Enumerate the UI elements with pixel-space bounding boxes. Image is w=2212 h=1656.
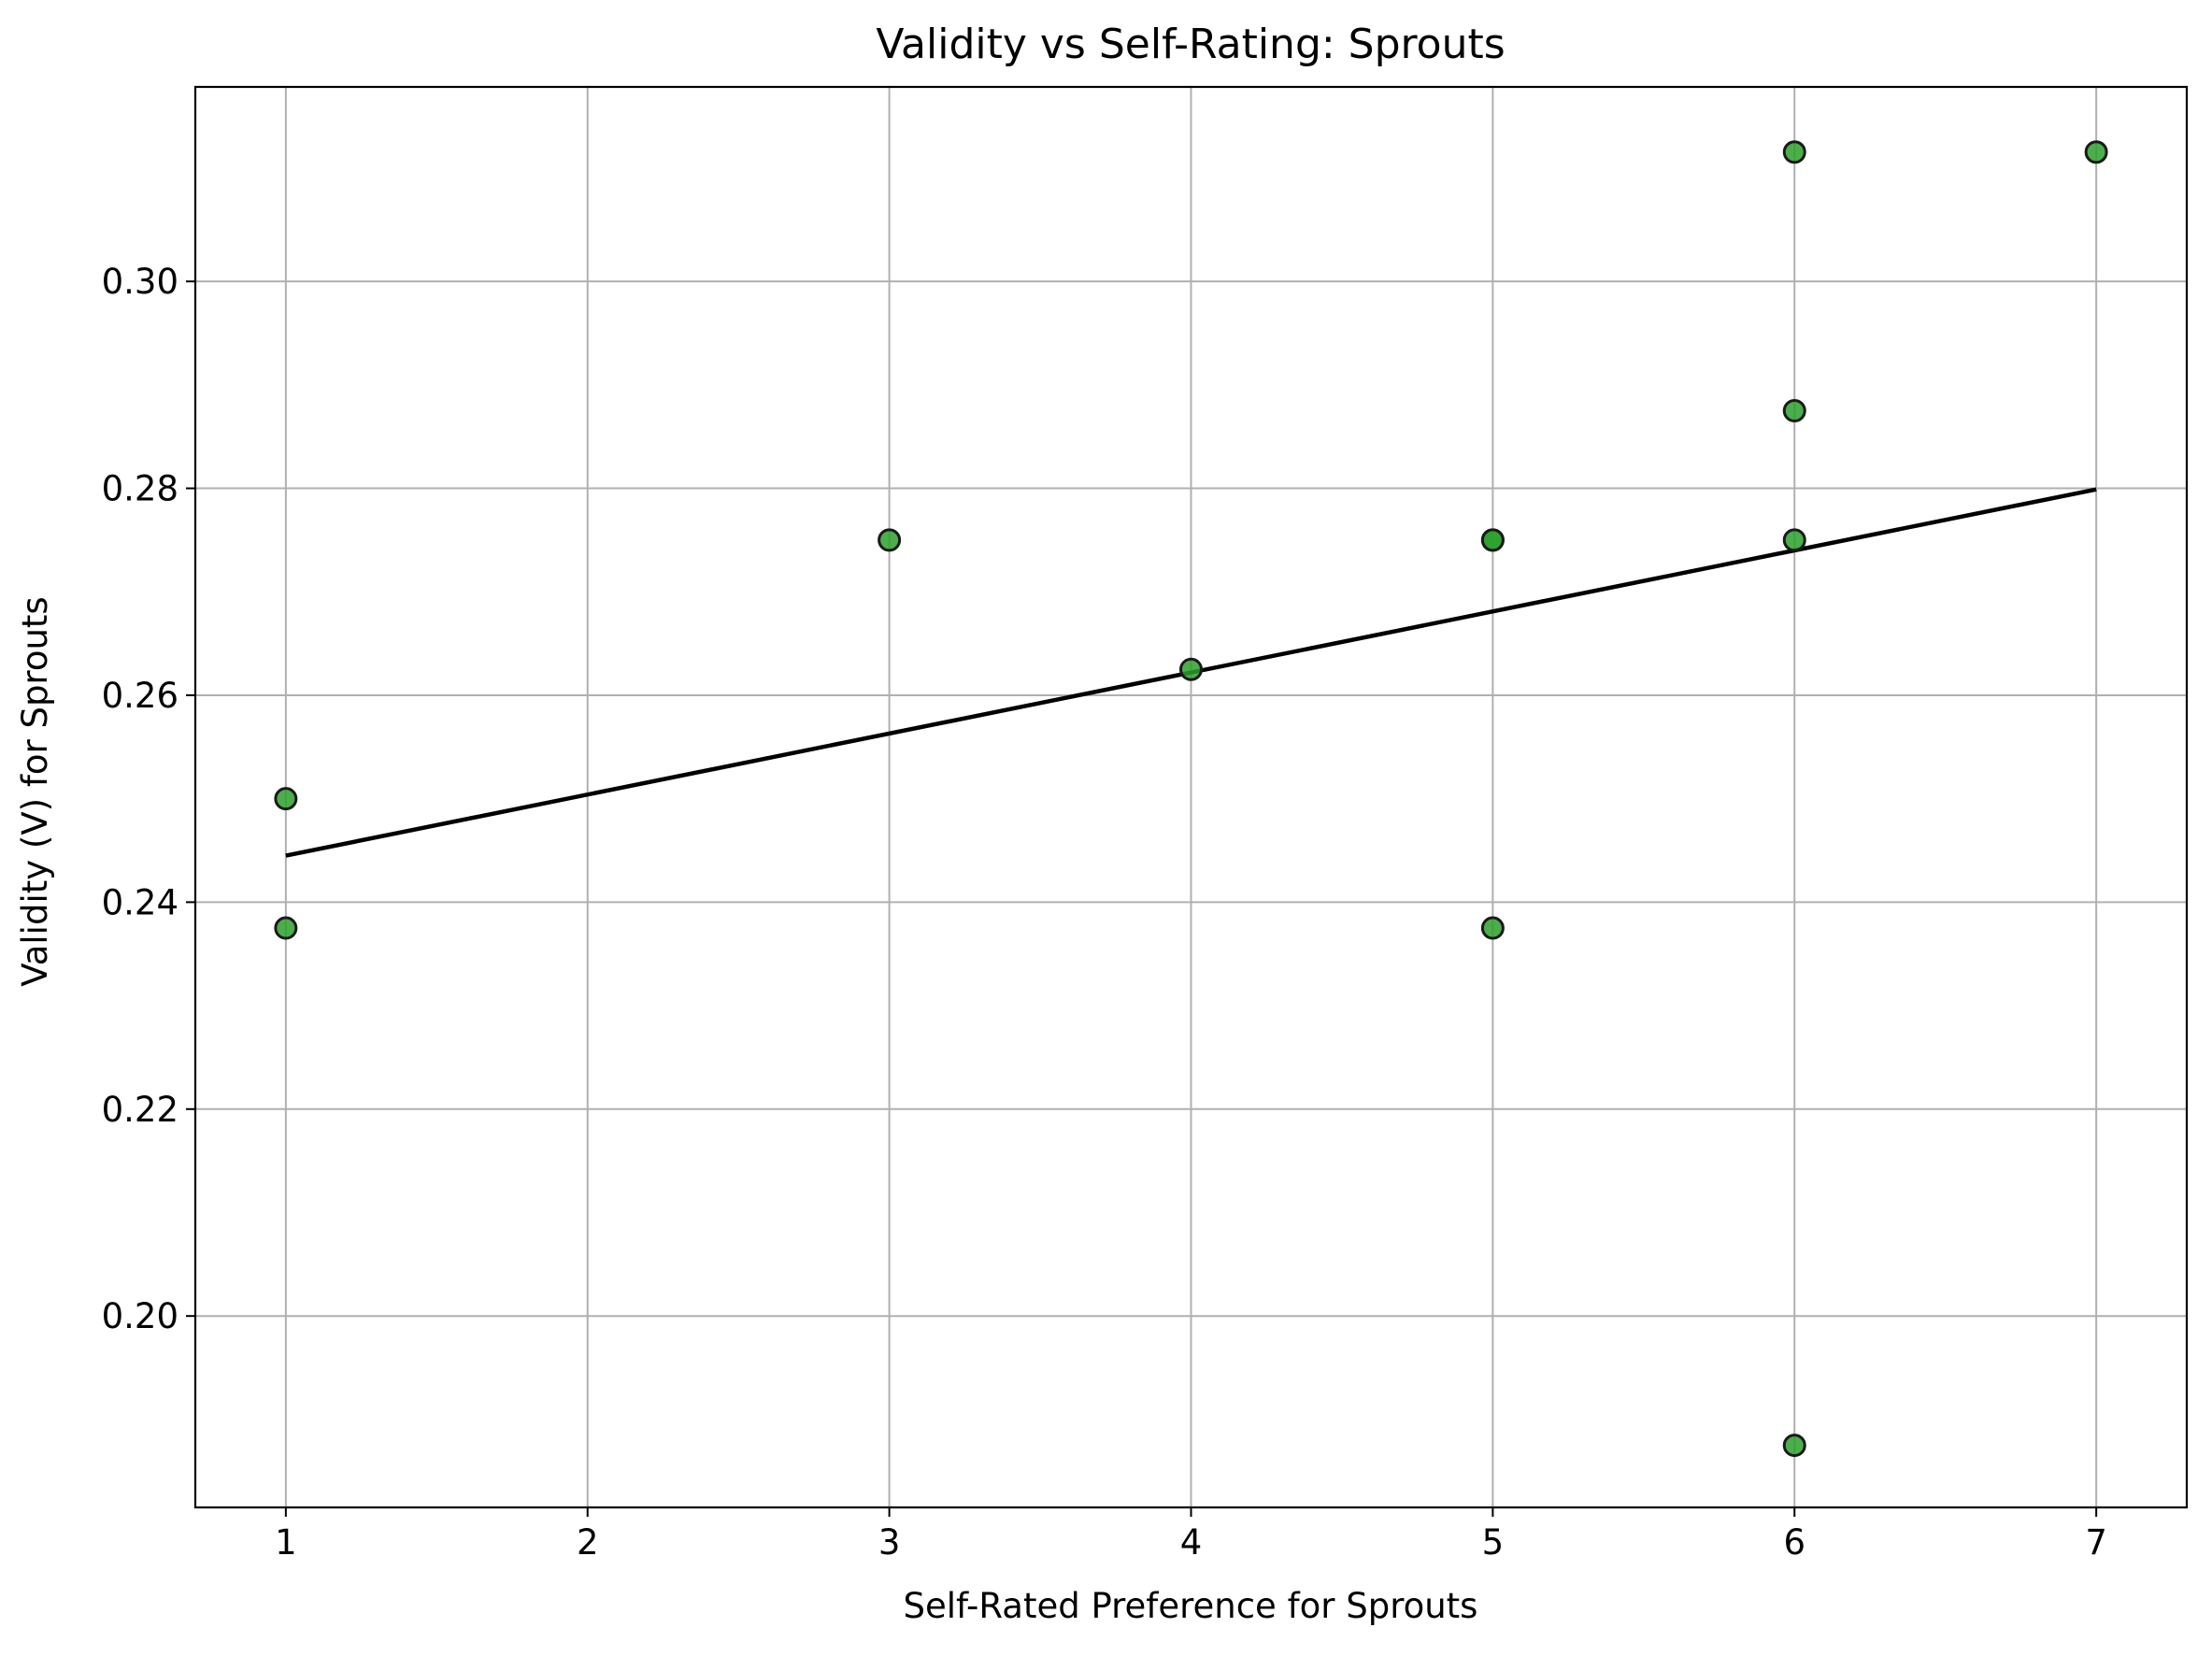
x-tick-label: 3: [878, 1522, 901, 1563]
y-tick-label: 0.30: [102, 262, 178, 302]
scatter-point: [1480, 528, 1505, 552]
scatter-point: [878, 528, 902, 552]
scatter-point: [274, 787, 298, 811]
scatter-point: [1782, 528, 1806, 552]
y-tick-label: 0.20: [102, 1296, 178, 1336]
y-tick-label: 0.22: [102, 1090, 178, 1130]
x-axis-ticks: 1 2 3 4 5 6 7: [275, 1507, 2107, 1563]
y-tick-label: 0.24: [102, 882, 178, 922]
x-tick-label: 4: [1180, 1522, 1203, 1563]
scatter-point: [1782, 1434, 1806, 1458]
chart-title: Validity vs Self-Rating: Sprouts: [876, 21, 1505, 68]
y-tick-label: 0.28: [102, 469, 178, 509]
scatter-point: [1782, 140, 1806, 164]
x-tick-label: 1: [275, 1522, 297, 1563]
y-axis-ticks: 0.20 0.22 0.24 0.26 0.28 0.30: [102, 262, 195, 1336]
y-tick-label: 0.26: [102, 676, 178, 716]
scatter-point: [2084, 140, 2108, 164]
y-axis-label: Validity (V) for Sprouts: [15, 596, 55, 986]
x-axis-label: Self-Rated Preference for Sprouts: [904, 1586, 1478, 1626]
scatter-point: [274, 916, 298, 940]
x-tick-label: 7: [2085, 1522, 2107, 1563]
scatter-point: [1480, 916, 1505, 940]
grid: [195, 87, 2187, 1507]
scatter-points: [274, 140, 2108, 1458]
x-tick-label: 5: [1482, 1522, 1505, 1563]
scatter-point: [1179, 657, 1203, 681]
x-tick-label: 2: [577, 1522, 599, 1563]
x-tick-label: 6: [1783, 1522, 1805, 1563]
scatter-point: [1782, 399, 1806, 423]
